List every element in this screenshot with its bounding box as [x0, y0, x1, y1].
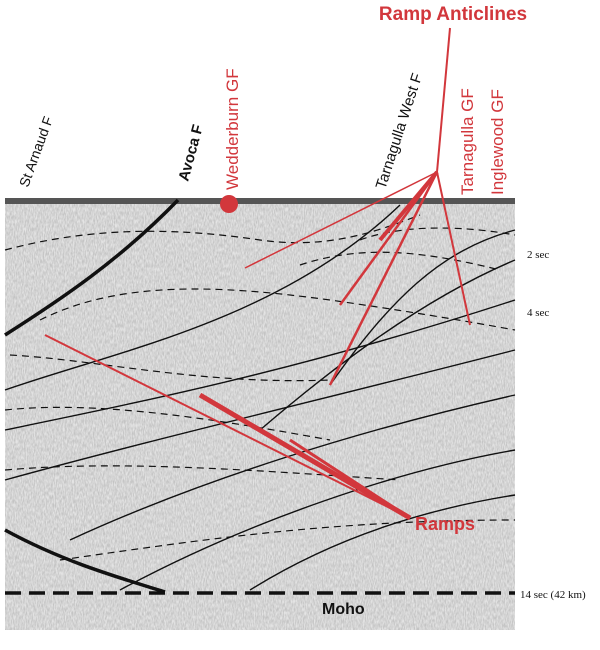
moho-label: Moho [322, 601, 365, 618]
ramps-label: Ramps [415, 514, 475, 534]
fault-label: Tarnagulla GF [458, 88, 477, 195]
section-top [5, 198, 515, 204]
fault-label: Avoca F [175, 123, 206, 183]
time-label: 2 sec [527, 249, 549, 261]
interpreted-horizons [4, 214, 516, 561]
ramp-pointers [44, 334, 412, 521]
fault-label: Tarnagulla West F [373, 71, 426, 191]
wedderburn-marker [220, 195, 238, 213]
fault-label: Wedderburn GF [223, 68, 242, 190]
interpreted-faults [4, 198, 516, 594]
fault-label: St Arnaud F [16, 114, 56, 189]
time-label: 14 sec (42 km) [520, 589, 586, 601]
fault-label: Inglewood GF [488, 89, 507, 195]
time-label: 4 sec [527, 307, 549, 319]
ramp-anticlines-label: Ramp Anticlines [379, 4, 527, 25]
ramp-anticline-pointers [244, 27, 471, 386]
